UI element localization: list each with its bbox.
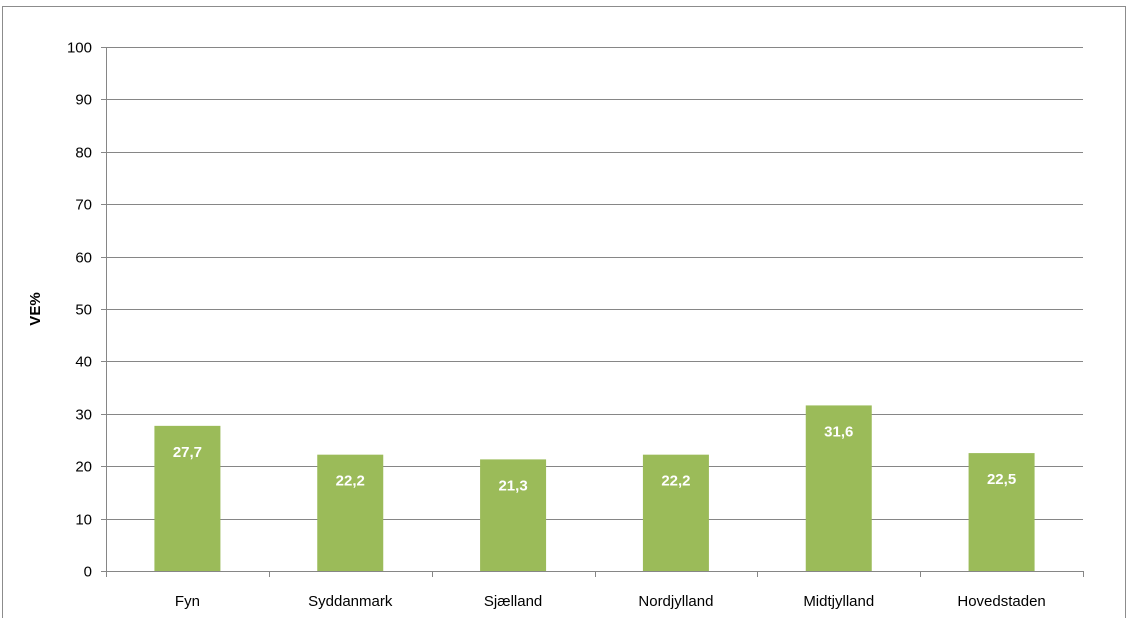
y-tick-label: 30 xyxy=(75,407,92,424)
x-tick-label: Nordjylland xyxy=(638,593,713,610)
y-tick-labels: 0 10 20 30 40 50 60 70 80 90 100 xyxy=(67,40,92,581)
gridlines xyxy=(106,47,1083,520)
y-tick-label: 80 xyxy=(75,145,92,162)
chart-frame xyxy=(2,6,1126,618)
x-tick-label: Sjælland xyxy=(484,593,542,610)
bar-data-label: 22,2 xyxy=(661,473,690,490)
y-tick-label: 60 xyxy=(75,250,92,267)
bar-data-label: 27,7 xyxy=(173,444,202,461)
axes xyxy=(101,47,1084,577)
y-tick-label: 0 xyxy=(84,564,92,581)
bar xyxy=(480,459,547,571)
x-tick-labels: Fyn Syddanmark Sjælland Nordjylland Midtjyll… xyxy=(175,593,1046,610)
bar-data-label: 31,6 xyxy=(824,423,853,440)
x-tick-label: Fyn xyxy=(175,593,200,610)
bar xyxy=(154,425,221,571)
bar xyxy=(642,454,709,571)
y-tick-label: 50 xyxy=(75,302,92,319)
bars xyxy=(154,405,1035,571)
y-tick-label: 20 xyxy=(75,459,92,476)
bar xyxy=(805,405,872,571)
y-tick-label: 90 xyxy=(75,92,92,109)
x-tick-label: Midtjylland xyxy=(803,593,874,610)
x-tick-label: Syddanmark xyxy=(308,593,393,610)
y-tick-label: 100 xyxy=(67,40,92,57)
y-tick-label: 40 xyxy=(75,354,92,371)
bar xyxy=(968,453,1035,571)
bar-data-labels: 27,7 22,2 21,3 22,2 31,6 22,5 xyxy=(173,423,1016,494)
y-tick-label: 70 xyxy=(75,197,92,214)
bar xyxy=(317,454,384,571)
bar-data-label: 21,3 xyxy=(498,477,527,494)
y-tick-label: 10 xyxy=(75,512,92,529)
bar-data-label: 22,5 xyxy=(987,471,1016,488)
x-tick-label: Hovedstaden xyxy=(957,593,1045,610)
bar-data-label: 22,2 xyxy=(336,473,365,490)
y-axis-title: VE% xyxy=(27,292,44,325)
